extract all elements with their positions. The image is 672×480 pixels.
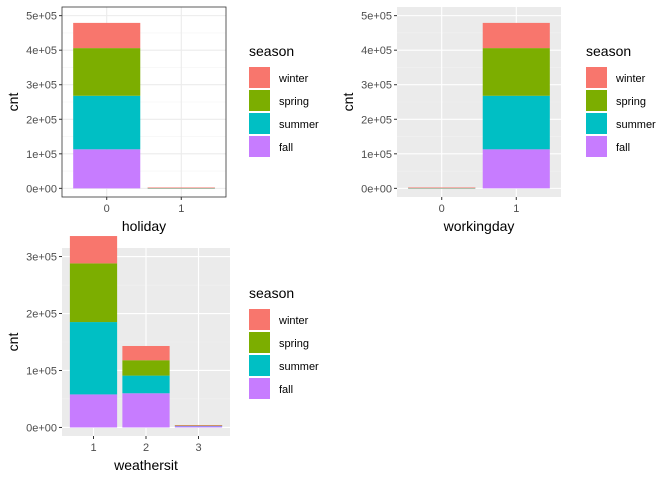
bar-summer-2 bbox=[122, 375, 170, 394]
legend: season winter spring summer fall bbox=[249, 43, 319, 157]
legend: season winter spring summer fall bbox=[249, 285, 319, 399]
y-tick-label: 3e+05 bbox=[26, 80, 57, 92]
legend-label-winter: winter bbox=[278, 315, 309, 327]
y-tick-label: 1e+05 bbox=[361, 149, 392, 161]
legend-label-spring: spring bbox=[279, 96, 309, 108]
x-tick-label: 0 bbox=[439, 203, 445, 215]
bar-summer-1 bbox=[69, 322, 118, 395]
legend-key-winter bbox=[249, 67, 270, 88]
y-tick-label: 5e+05 bbox=[26, 11, 57, 23]
bar-winter-1 bbox=[147, 187, 215, 189]
y-tick-label: 4e+05 bbox=[361, 45, 392, 57]
chart-panel-weathersit: 0e+00 1e+05 2e+05 3e+05 1 2 3 weathersit cnt seas… bbox=[5, 236, 319, 473]
legend-label-spring: spring bbox=[279, 338, 309, 350]
legend-key-spring bbox=[586, 90, 607, 111]
legend-label-summer: summer bbox=[279, 119, 319, 131]
chart-panel-holiday: 0e+00 1e+05 2e+05 3e+05 4e+05 5e+05 0 1 holiday c… bbox=[5, 6, 319, 234]
legend-label-fall: fall bbox=[279, 384, 293, 396]
x-tick-label: 3 bbox=[195, 442, 201, 454]
legend-label-summer: summer bbox=[616, 119, 656, 131]
chart-panel-workingday: 0e+00 1e+05 2e+05 3e+05 4e+05 5e+05 0 1 workingd… bbox=[340, 7, 656, 234]
y-tick-label: 1e+05 bbox=[26, 149, 57, 161]
y-tick-label: 3e+05 bbox=[361, 80, 392, 92]
legend: season winter spring summer fall bbox=[586, 43, 656, 157]
x-tick-label: 0 bbox=[104, 203, 110, 215]
bar-winter-0 bbox=[408, 187, 476, 189]
bar-winter-2 bbox=[122, 345, 170, 361]
legend-key-summer bbox=[586, 113, 607, 134]
y-tick-label: 0e+00 bbox=[26, 422, 57, 434]
legend-label-spring: spring bbox=[616, 96, 646, 108]
bar-winter-3 bbox=[174, 425, 223, 426]
legend-title: season bbox=[249, 285, 294, 301]
bar-spring-0 bbox=[73, 48, 141, 96]
legend-label-summer: summer bbox=[279, 361, 319, 373]
y-axis-title: cnt bbox=[340, 93, 356, 112]
legend-title: season bbox=[586, 43, 631, 59]
legend-key-winter bbox=[586, 67, 607, 88]
legend-label-fall: fall bbox=[279, 142, 293, 154]
bar-summer-0 bbox=[73, 95, 141, 150]
x-tick-label: 2 bbox=[143, 442, 149, 454]
legend-key-spring bbox=[249, 332, 270, 353]
x-axis-title: weathersit bbox=[113, 457, 178, 473]
x-tick-label: 1 bbox=[513, 203, 519, 215]
y-axis-title: cnt bbox=[5, 93, 21, 112]
y-axis-title: cnt bbox=[5, 333, 21, 352]
bar-fall-2 bbox=[122, 393, 170, 428]
bar-spring-2 bbox=[122, 360, 170, 376]
bar-fall-1 bbox=[482, 149, 550, 189]
bar-winter-1 bbox=[69, 236, 118, 264]
y-tick-label: 3e+05 bbox=[26, 252, 57, 264]
legend-key-fall bbox=[586, 136, 607, 157]
bar-winter-1 bbox=[482, 22, 550, 49]
y-tick-label: 1e+05 bbox=[26, 365, 57, 377]
x-axis-title: holiday bbox=[122, 218, 166, 234]
y-tick-label: 2e+05 bbox=[361, 114, 392, 126]
legend-key-fall bbox=[249, 136, 270, 157]
legend-key-fall bbox=[249, 378, 270, 399]
bar-fall-3 bbox=[174, 426, 223, 428]
legend-key-winter bbox=[249, 309, 270, 330]
legend-label-fall: fall bbox=[616, 142, 630, 154]
legend-key-summer bbox=[249, 113, 270, 134]
y-tick-label: 0e+00 bbox=[26, 183, 57, 195]
x-tick-label: 1 bbox=[90, 442, 96, 454]
x-axis-title: workingday bbox=[443, 218, 515, 234]
bar-spring-1 bbox=[69, 263, 118, 323]
bar-fall-1 bbox=[69, 394, 118, 428]
legend-title: season bbox=[249, 43, 294, 59]
y-tick-label: 2e+05 bbox=[26, 309, 57, 321]
bar-summer-1 bbox=[482, 95, 550, 150]
legend-label-winter: winter bbox=[278, 73, 309, 85]
bar-summer-3 bbox=[174, 425, 223, 427]
panel-border bbox=[61, 6, 227, 198]
legend-key-spring bbox=[249, 90, 270, 111]
bar-winter-0 bbox=[73, 22, 141, 49]
bar-spring-1 bbox=[482, 48, 550, 96]
legend-key-summer bbox=[249, 355, 270, 376]
y-tick-label: 2e+05 bbox=[26, 114, 57, 126]
x-tick-label: 1 bbox=[178, 203, 184, 215]
bar-fall-0 bbox=[73, 149, 141, 189]
y-tick-label: 5e+05 bbox=[361, 11, 392, 23]
y-tick-label: 4e+05 bbox=[26, 45, 57, 57]
legend-label-winter: winter bbox=[615, 73, 646, 85]
y-tick-label: 0e+00 bbox=[361, 183, 392, 195]
